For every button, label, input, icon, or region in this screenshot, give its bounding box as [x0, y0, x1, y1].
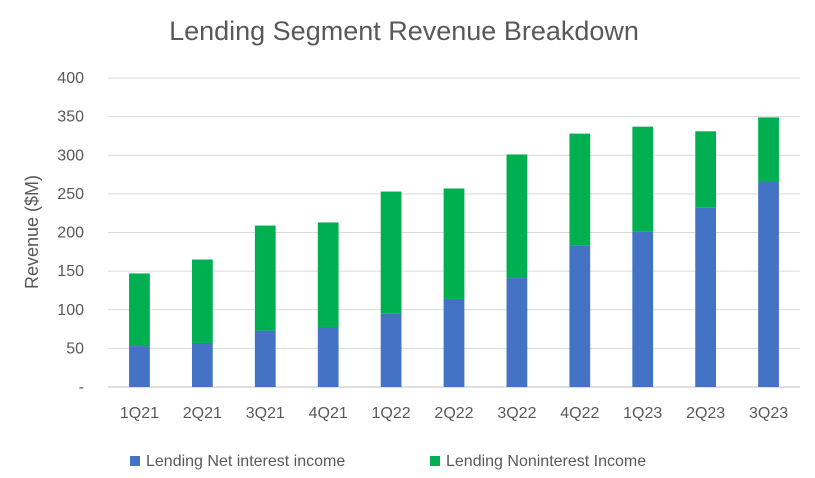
chart-title: Lending Segment Revenue Breakdown	[169, 16, 639, 46]
bar-segment-net-interest	[632, 231, 654, 387]
bar-segment-noninterest	[443, 188, 465, 299]
legend-swatch	[430, 456, 440, 466]
y-axis-ticks: - 50 100 150 200 250 300 350 400	[57, 70, 84, 396]
legend-swatch	[130, 456, 140, 466]
x-tick-label: 2Q23	[686, 405, 725, 422]
x-tick-label: 2Q22	[434, 405, 473, 422]
x-tick-label: 4Q21	[309, 405, 348, 422]
y-tick-label: 200	[57, 225, 84, 242]
bar-segment-noninterest	[695, 131, 717, 208]
x-tick-label: 4Q22	[560, 405, 599, 422]
bar-segment-noninterest	[191, 259, 213, 343]
bar-segment-net-interest	[380, 313, 402, 387]
bar-segment-net-interest	[506, 278, 528, 387]
x-tick-label: 3Q22	[497, 405, 536, 422]
x-axis-ticks: 1Q21 2Q21 3Q21 4Q21 1Q22 2Q22 3Q22 4Q22 1Q23 2Q23…	[120, 405, 788, 422]
bar-segment-net-interest	[443, 298, 465, 387]
x-tick-label: 3Q21	[246, 405, 285, 422]
y-tick-label: 100	[57, 302, 84, 319]
x-tick-label: 2Q21	[183, 405, 222, 422]
bar-segment-net-interest	[695, 207, 717, 387]
bar-segment-net-interest	[758, 181, 779, 387]
bar-segment-noninterest	[758, 117, 779, 182]
bar-segment-noninterest	[506, 154, 528, 279]
bars	[129, 117, 779, 387]
bar-segment-net-interest	[317, 327, 339, 387]
bar-segment-net-interest	[254, 330, 276, 387]
legend-label: Lending Noninterest Income	[446, 453, 646, 470]
bar-segment-noninterest	[254, 225, 276, 331]
bar-segment-noninterest	[632, 126, 654, 232]
legend-label: Lending Net interest income	[146, 453, 345, 470]
bar-segment-noninterest	[129, 273, 150, 347]
bar-segment-net-interest	[129, 346, 150, 387]
bar-segment-noninterest	[569, 133, 591, 246]
legend: Lending Net interest income Lending Nonin…	[130, 453, 646, 470]
y-tick-label: 150	[57, 263, 84, 280]
bar-segment-noninterest	[380, 191, 402, 314]
bar-segment-noninterest	[317, 222, 339, 328]
y-axis-title: Revenue ($M)	[22, 175, 42, 289]
bar-segment-net-interest	[569, 245, 591, 387]
y-tick-label: 50	[66, 340, 84, 357]
y-tick-label: -	[79, 379, 84, 396]
y-tick-label: 250	[57, 186, 84, 203]
bar-segment-net-interest	[191, 342, 213, 387]
x-tick-label: 3Q23	[749, 405, 788, 422]
y-tick-label: 350	[57, 109, 84, 126]
x-tick-label: 1Q23	[623, 405, 662, 422]
x-tick-label: 1Q22	[372, 405, 411, 422]
y-tick-label: 400	[57, 70, 84, 87]
x-tick-label: 1Q21	[120, 405, 159, 422]
y-tick-label: 300	[57, 147, 84, 164]
